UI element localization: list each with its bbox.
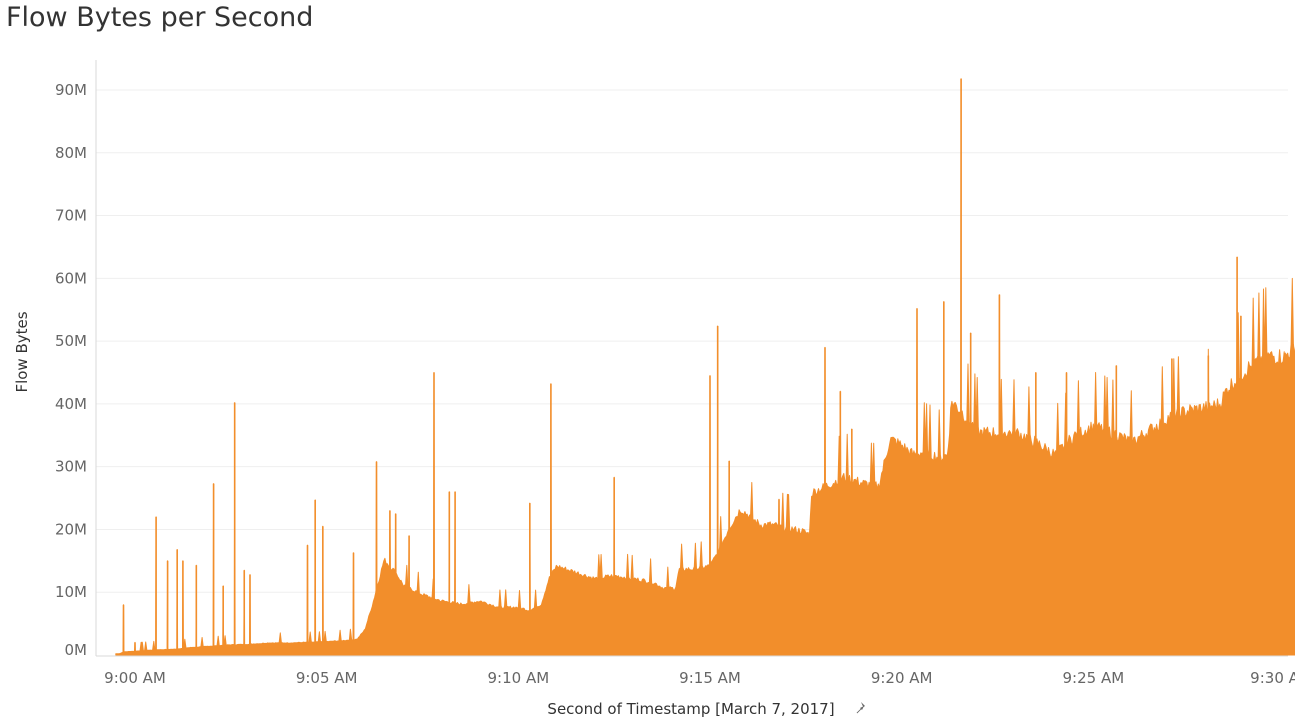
x-tick-label: 9:00 AM [104,669,166,687]
y-tick-label: 0M [65,641,88,659]
y-tick-label: 30M [55,458,87,476]
axes: 0M 10M 20M 30M 40M 50M 60M 70M 80M 90M 9:00 AM 9:05… [55,60,1295,687]
x-tick-label: 9:30 AM [1250,669,1295,687]
plot-area [115,78,1295,656]
y-axis-title: Flow Bytes [13,311,31,392]
flow-bytes-area[interactable] [115,78,1295,656]
x-tick-label: 9:10 AM [488,669,550,687]
y-tick-label: 80M [55,144,87,162]
x-tick-label: 9:25 AM [1063,669,1125,687]
gridlines [96,89,1288,593]
y-tick-label: 40M [55,395,87,413]
x-tick-label: 9:20 AM [871,669,933,687]
pin-icon[interactable] [856,702,865,714]
x-axis-title: Second of Timestamp [March 7, 2017] [547,700,834,718]
y-tick-label: 70M [55,207,87,225]
y-tick-label: 20M [55,520,87,538]
y-tick-label: 10M [55,583,87,601]
chart-title: Flow Bytes per Second [6,2,314,33]
x-tick-label: 9:05 AM [296,669,358,687]
y-tick-label: 90M [55,81,87,99]
y-tick-label: 60M [55,269,87,287]
x-tick-label: 9:15 AM [679,669,741,687]
y-tick-label: 50M [55,332,87,350]
